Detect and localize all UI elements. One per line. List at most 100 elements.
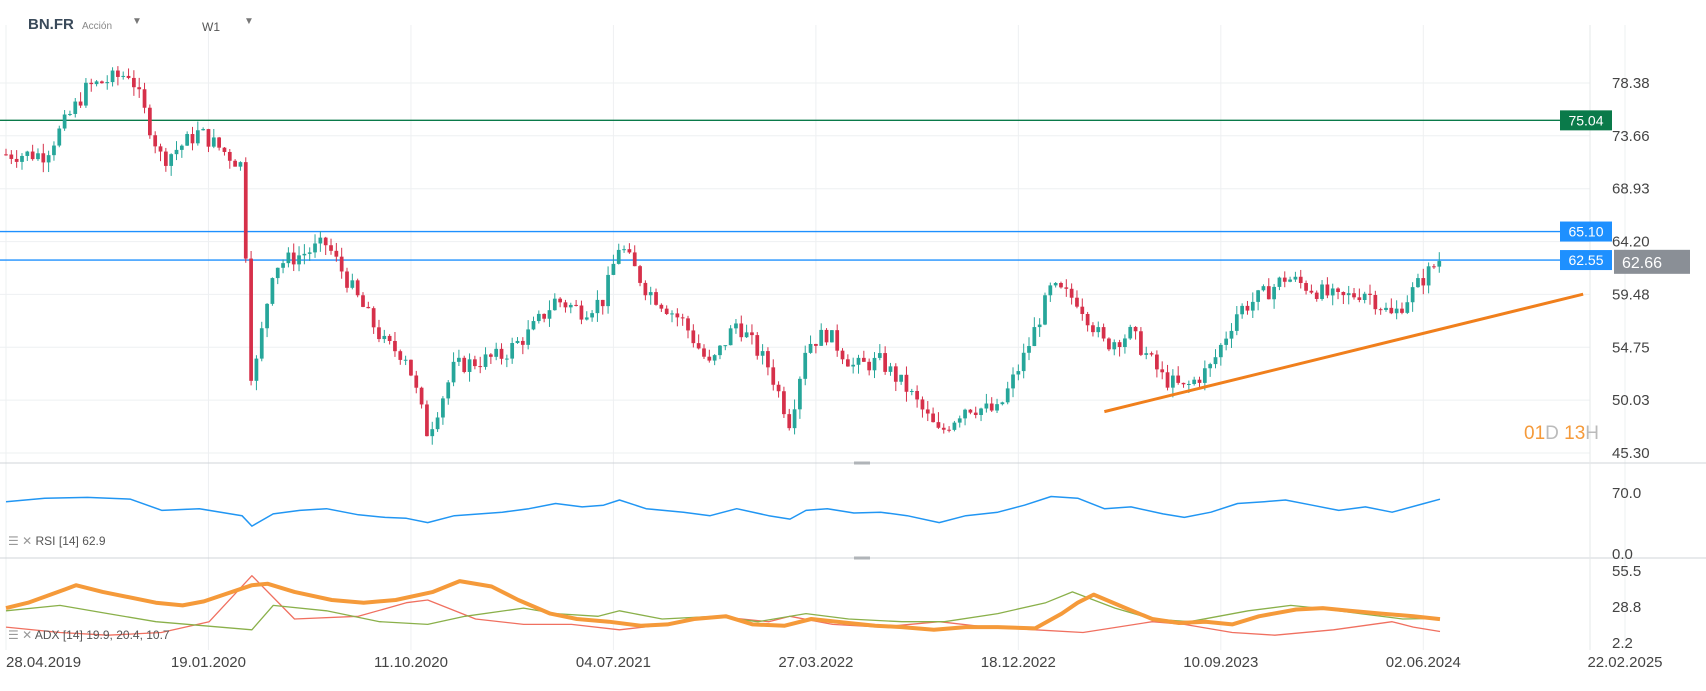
candle-body bbox=[989, 403, 994, 411]
candle bbox=[41, 143, 46, 173]
candle bbox=[1330, 283, 1335, 306]
symbol-dropdown-icon[interactable]: ▼ bbox=[132, 16, 142, 27]
candle-body bbox=[132, 77, 136, 88]
candle bbox=[233, 159, 237, 167]
candle bbox=[435, 412, 440, 432]
candle-body bbox=[1037, 324, 1042, 328]
candle-body bbox=[1005, 388, 1010, 403]
candle bbox=[1245, 300, 1250, 315]
candle bbox=[856, 354, 861, 374]
adx-close-icon[interactable]: ✕ bbox=[22, 628, 33, 642]
candle-body bbox=[478, 366, 483, 368]
rsi-title: RSI [14] 62.9 bbox=[35, 534, 106, 548]
candle-body bbox=[451, 361, 456, 383]
candle bbox=[536, 310, 541, 324]
x-tick-label: 27.03.2022 bbox=[778, 654, 853, 671]
candle-body bbox=[830, 330, 834, 343]
candle bbox=[654, 288, 658, 306]
candle bbox=[1250, 292, 1255, 318]
candle-body bbox=[281, 263, 285, 268]
candle-body bbox=[1011, 374, 1015, 389]
candle bbox=[835, 324, 840, 357]
rsi-indicator-label[interactable]: ☰ ✕ RSI [14] 62.9 bbox=[8, 534, 106, 548]
rsi-settings-icon[interactable]: ☰ bbox=[8, 534, 19, 548]
candle-body bbox=[563, 302, 568, 308]
candle bbox=[398, 349, 403, 365]
candle bbox=[403, 355, 408, 366]
symbol-label[interactable]: BN.FR bbox=[28, 16, 74, 33]
rsi-close-icon[interactable]: ✕ bbox=[22, 534, 33, 548]
candle bbox=[387, 334, 392, 345]
candle bbox=[686, 315, 690, 339]
adx-indicator-label[interactable]: ☰ ✕ ADX [14] 19.9, 20.4, 10.7 bbox=[8, 628, 170, 642]
candle bbox=[1416, 273, 1420, 288]
candle bbox=[25, 150, 30, 161]
candle bbox=[515, 337, 520, 344]
timeframe-label[interactable]: W1 bbox=[202, 20, 220, 34]
candle bbox=[1410, 282, 1415, 312]
candle bbox=[1421, 268, 1426, 295]
candle bbox=[499, 343, 504, 365]
candle bbox=[792, 399, 797, 435]
candle-body bbox=[1021, 352, 1026, 372]
candle-body bbox=[1240, 305, 1244, 315]
candle-body bbox=[893, 366, 898, 382]
candle-body bbox=[1309, 290, 1314, 293]
candle-body bbox=[318, 237, 323, 244]
candle bbox=[1229, 323, 1234, 348]
candle-body bbox=[1224, 338, 1229, 345]
candle-body bbox=[9, 154, 14, 159]
candle bbox=[323, 236, 328, 256]
candle bbox=[1320, 280, 1324, 301]
candle-body bbox=[313, 243, 317, 253]
candle bbox=[947, 426, 951, 433]
candle-body bbox=[558, 298, 562, 303]
candle-body bbox=[510, 343, 515, 359]
candle-body bbox=[227, 151, 232, 161]
adx-settings-icon[interactable]: ☰ bbox=[8, 628, 19, 642]
candle bbox=[526, 320, 531, 350]
candle bbox=[478, 356, 483, 374]
candle bbox=[1234, 305, 1239, 336]
candle-body bbox=[739, 323, 744, 338]
candle bbox=[1128, 324, 1133, 340]
candle-body bbox=[307, 252, 312, 254]
candle bbox=[345, 267, 349, 293]
candle-body bbox=[856, 357, 861, 365]
candle-body bbox=[1250, 301, 1255, 311]
candle bbox=[409, 359, 413, 377]
candle bbox=[1352, 287, 1356, 300]
candle-body bbox=[403, 359, 408, 361]
candle-body bbox=[750, 332, 754, 336]
candle bbox=[904, 366, 909, 402]
x-tick-label: 02.06.2024 bbox=[1386, 654, 1461, 671]
candle bbox=[851, 357, 856, 374]
candle bbox=[158, 143, 163, 162]
candle bbox=[153, 131, 158, 154]
candle-body bbox=[30, 151, 35, 160]
candle bbox=[1091, 322, 1095, 337]
candle-body bbox=[1048, 285, 1053, 296]
candle-body bbox=[1282, 277, 1287, 282]
candle bbox=[488, 353, 493, 364]
timeframe-dropdown-icon[interactable]: ▼ bbox=[244, 16, 254, 27]
candle-body bbox=[1160, 369, 1165, 373]
candle-body bbox=[297, 255, 301, 265]
candle-body bbox=[707, 356, 712, 361]
level-tag-text: 62.55 bbox=[1568, 252, 1603, 268]
candle bbox=[147, 104, 152, 139]
candle-body bbox=[984, 403, 989, 409]
candle-body bbox=[1229, 330, 1234, 339]
candle bbox=[211, 128, 216, 149]
candle-body bbox=[1341, 292, 1346, 296]
candle-body bbox=[526, 329, 531, 345]
candle-body bbox=[302, 253, 307, 256]
candle-body bbox=[185, 134, 190, 146]
x-tick-label: 22.02.2025 bbox=[1587, 654, 1662, 671]
candle-body bbox=[622, 249, 626, 251]
candle-body bbox=[73, 101, 78, 114]
candle bbox=[121, 71, 126, 80]
candle-body bbox=[1373, 294, 1378, 310]
level-tag-65.10 bbox=[1560, 221, 1612, 242]
